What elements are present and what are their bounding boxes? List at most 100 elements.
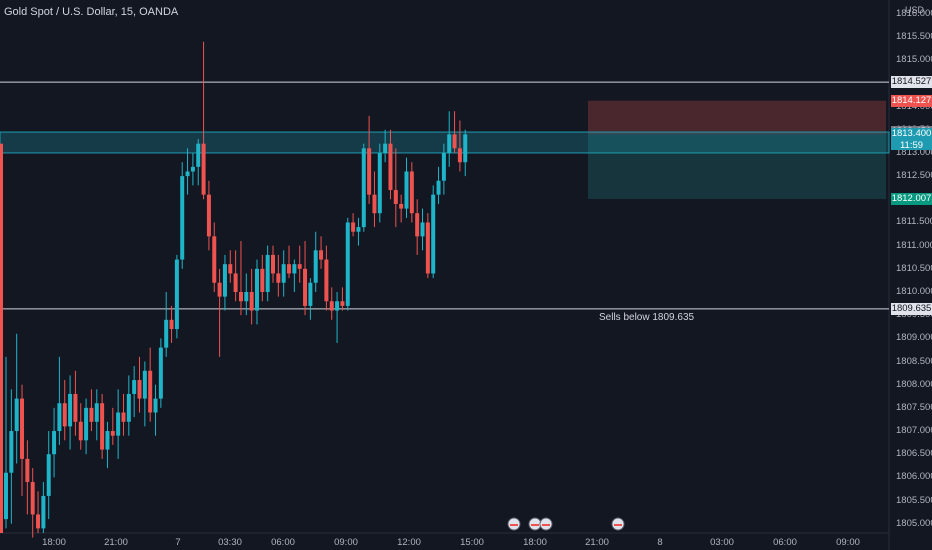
price-badge-line: 1809.635 bbox=[891, 302, 932, 315]
candle-body bbox=[14, 398, 19, 432]
candle-body bbox=[409, 171, 414, 214]
candle-body bbox=[383, 143, 388, 153]
candle-body bbox=[441, 152, 446, 181]
candle-body bbox=[132, 380, 137, 394]
candle-body bbox=[228, 264, 233, 274]
candle-body bbox=[345, 222, 350, 306]
candle-body bbox=[121, 412, 126, 422]
candle-body bbox=[94, 403, 99, 422]
price-tick-label: 1810.000 bbox=[896, 285, 932, 297]
candle-body bbox=[329, 301, 334, 311]
candle-body bbox=[420, 222, 425, 237]
candle-body bbox=[110, 431, 115, 436]
candle-body bbox=[335, 301, 340, 311]
candle-body bbox=[372, 194, 377, 214]
candle-body bbox=[201, 143, 206, 195]
time-tick-label: 18:00 bbox=[42, 537, 66, 548]
candle-body bbox=[399, 203, 404, 209]
price-badge-target: 1812.007 bbox=[891, 192, 932, 205]
price-tick-label: 1816.000 bbox=[896, 7, 932, 19]
time-tick-label: 7 bbox=[175, 537, 181, 548]
candle-body bbox=[30, 482, 35, 515]
time-tick-label: 12:00 bbox=[397, 537, 421, 548]
time-tick-label: 06:00 bbox=[773, 537, 797, 548]
candle-body bbox=[190, 166, 195, 172]
candle-body bbox=[425, 222, 430, 274]
candle-body bbox=[222, 264, 227, 297]
time-tick-label: 8 bbox=[657, 537, 663, 548]
candle-body bbox=[180, 176, 185, 260]
currency-label: USD bbox=[905, 5, 925, 15]
time-tick-label: 21:00 bbox=[585, 537, 609, 548]
candle-body bbox=[142, 370, 147, 399]
candle-body bbox=[153, 398, 158, 413]
candle-body bbox=[431, 194, 436, 274]
price-tick-label: 1807.000 bbox=[896, 425, 932, 437]
candle-body bbox=[52, 431, 57, 455]
candle-body bbox=[271, 254, 275, 274]
time-tick-label: 09:00 bbox=[836, 537, 860, 548]
candle-body bbox=[287, 264, 292, 274]
candle-body bbox=[356, 227, 361, 232]
candle-body bbox=[89, 407, 94, 422]
price-tick-label: 1813.000 bbox=[896, 146, 932, 158]
candle-body bbox=[463, 134, 468, 163]
candle-body bbox=[276, 273, 281, 283]
candle-body bbox=[324, 259, 329, 302]
candle-body bbox=[206, 194, 211, 237]
candle-body bbox=[196, 143, 201, 167]
candle-body bbox=[0, 143, 3, 533]
time-tick-label: 09:00 bbox=[334, 537, 358, 548]
candle-body bbox=[393, 190, 398, 204]
candle-body bbox=[367, 148, 372, 195]
candle-body bbox=[340, 301, 345, 306]
price-tick-label: 1815.000 bbox=[896, 54, 932, 66]
price-tick-label: 1808.000 bbox=[896, 378, 932, 390]
price-badge-stop: 1814.127 bbox=[891, 94, 932, 107]
price-tick-label: 1815.500 bbox=[896, 31, 932, 43]
candle-body bbox=[415, 213, 420, 237]
time-tick-label: 03:30 bbox=[218, 537, 242, 548]
candle-body bbox=[158, 347, 163, 399]
sells-below-annotation: Sells below 1809.635 bbox=[599, 312, 695, 323]
candle-body bbox=[185, 171, 190, 177]
candle-body bbox=[46, 454, 51, 496]
chart-title: Gold Spot / U.S. Dollar, 15, OANDA bbox=[4, 6, 179, 18]
candle-body bbox=[137, 380, 142, 399]
candle-body bbox=[457, 148, 462, 163]
candle-body bbox=[105, 431, 110, 450]
candle-body bbox=[303, 268, 308, 306]
price-tick-label: 1807.500 bbox=[896, 401, 932, 413]
candle-body bbox=[308, 282, 313, 306]
candle-body bbox=[254, 268, 259, 311]
candle-body bbox=[238, 291, 243, 302]
time-tick-label: 03:00 bbox=[710, 537, 734, 548]
candle-body bbox=[404, 171, 409, 209]
candle-body bbox=[57, 403, 62, 432]
candle-body bbox=[265, 254, 270, 292]
economic-event-flag-stripe bbox=[510, 524, 518, 526]
candle-body bbox=[73, 393, 78, 422]
candle-body bbox=[452, 134, 457, 149]
economic-event-flag-stripe bbox=[614, 524, 622, 526]
candle-body bbox=[116, 412, 121, 436]
candle-body bbox=[217, 282, 222, 297]
candle-body bbox=[20, 398, 25, 459]
candle-body bbox=[9, 431, 14, 473]
economic-event-flag-stripe bbox=[542, 524, 550, 526]
bar-countdown: 11:59 bbox=[899, 140, 924, 152]
candle-body bbox=[41, 495, 46, 529]
candle-body bbox=[174, 259, 179, 330]
candle-body bbox=[260, 268, 265, 292]
candle-body bbox=[36, 514, 41, 529]
price-tick-label: 1806.000 bbox=[896, 471, 932, 483]
take-profit-zone bbox=[588, 134, 886, 199]
price-tick-label: 1805.500 bbox=[896, 494, 932, 506]
price-badge-current: 1813.400 11:59 bbox=[891, 128, 932, 152]
candle-body bbox=[351, 222, 356, 232]
candle-body bbox=[244, 291, 249, 302]
candle-body bbox=[313, 250, 318, 283]
candle-body bbox=[319, 250, 324, 260]
candle-body bbox=[100, 403, 105, 450]
